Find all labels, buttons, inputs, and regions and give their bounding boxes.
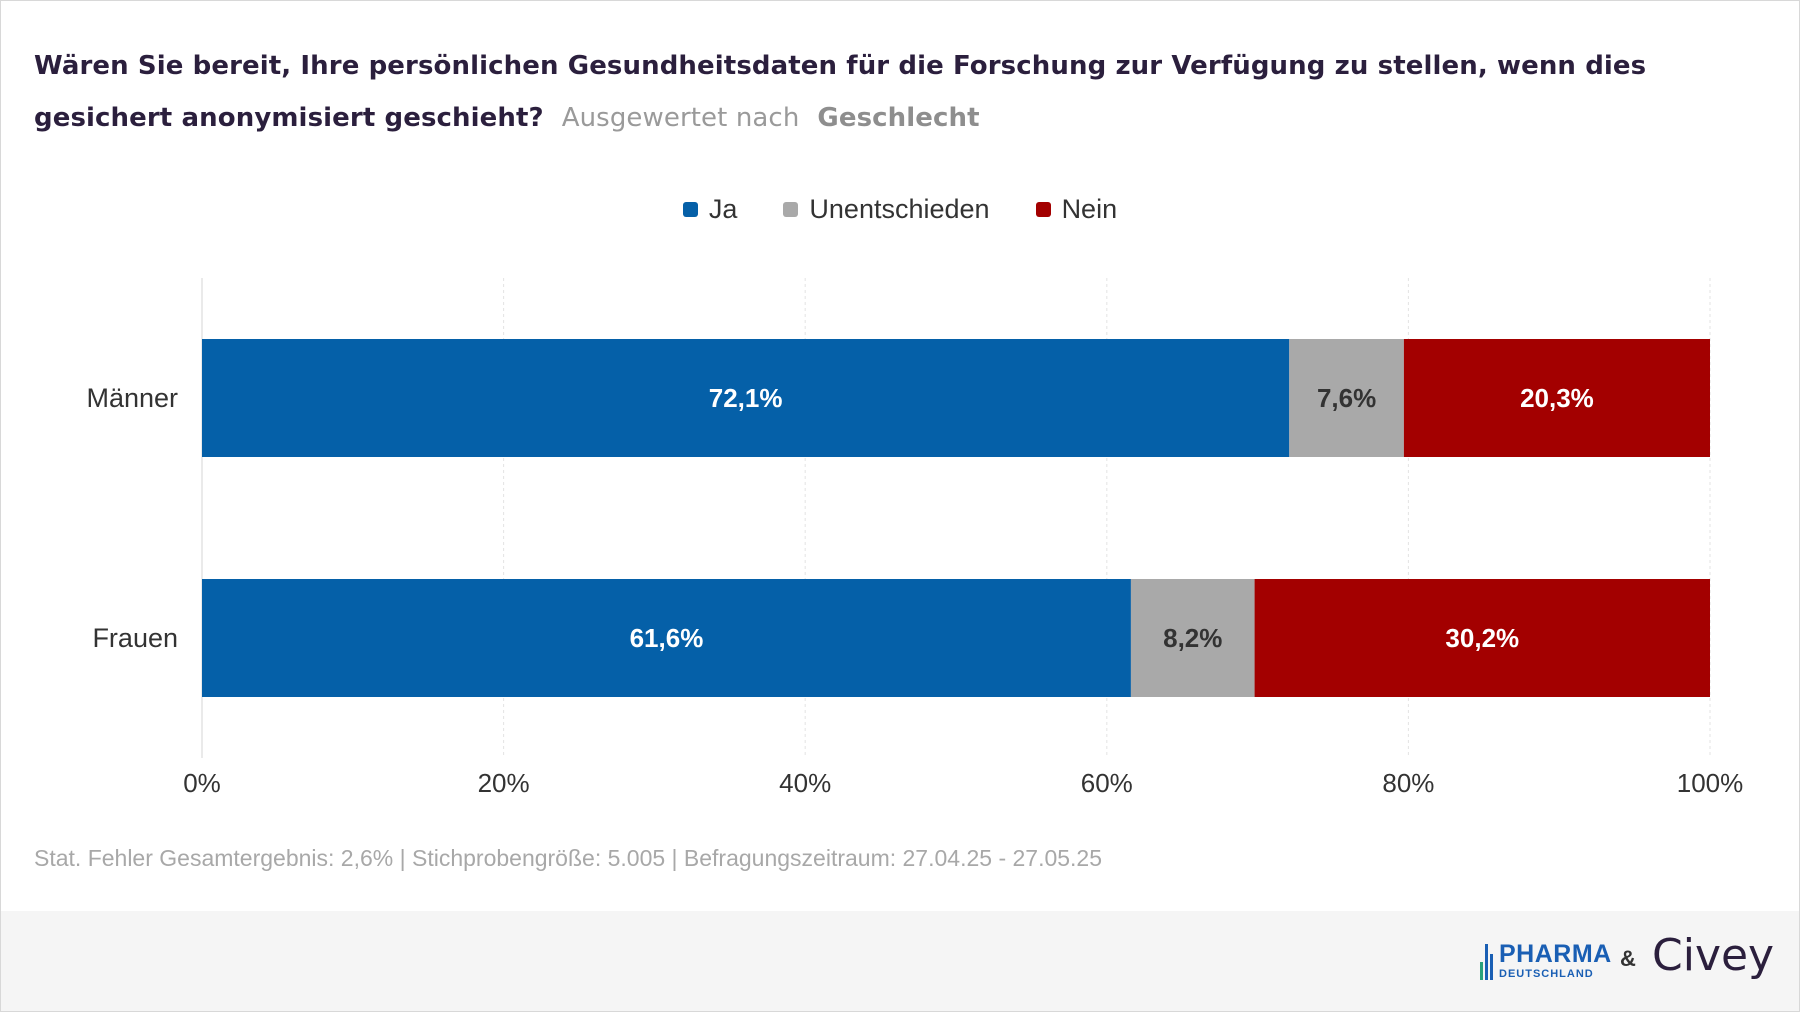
legend-label-unentschieden: Unentschieden	[809, 194, 990, 224]
bar-segment	[1254, 579, 1710, 697]
legend-item-nein[interactable]: Nein	[1035, 194, 1118, 225]
pharma-bars-icon	[1480, 944, 1493, 980]
data-label: 72,1%	[709, 383, 783, 413]
x-tick-label: 20%	[478, 768, 530, 798]
ampersand: &	[1620, 946, 1636, 971]
stacked-bar-chart: 0% 20% 40% 60% 80% 100% Männer 72,1% 7,6% 20,3% Fr…	[86, 278, 1744, 798]
bar-segment	[202, 339, 1290, 457]
legend-item-unentschieden[interactable]: Unentschieden	[783, 194, 990, 225]
data-label: 7,6%	[1317, 383, 1376, 413]
category-label: Frauen	[92, 623, 178, 653]
data-label: 61,6%	[630, 623, 704, 653]
x-tick-label: 100%	[1677, 768, 1744, 798]
pharma-sub-text: DEUTSCHLAND	[1499, 968, 1594, 980]
pharma-main-text: PHARMA	[1499, 940, 1612, 968]
question-text: Wären Sie bereit, Ihre persönlichen Gesu…	[34, 51, 1647, 133]
data-label: 8,2%	[1163, 623, 1222, 653]
bar-segment	[1403, 339, 1710, 457]
legend-item-ja[interactable]: Ja	[682, 194, 738, 225]
legend-swatch-unentschieden	[783, 202, 799, 217]
sub-label: Ausgewertet nach	[561, 103, 800, 133]
bar-segment	[1289, 339, 1404, 457]
x-tick-label: 40%	[779, 768, 831, 798]
x-tick-label: 0%	[183, 768, 221, 798]
legend-label-nein: Nein	[1061, 194, 1118, 224]
x-tick-label: 60%	[1081, 768, 1133, 798]
data-label: 20,3%	[1520, 383, 1594, 413]
bar-segment	[202, 579, 1131, 697]
category-label: Männer	[86, 383, 178, 413]
legend: Ja Unentschieden Nein	[0, 194, 1800, 225]
civey-logo: Civey	[1652, 930, 1775, 981]
pharma-deutschland-logo: PHARMA DEUTSCHLAND	[1480, 940, 1612, 980]
bar-segment	[1130, 579, 1255, 697]
chart-title: Wären Sie bereit, Ihre persönlichen Gesu…	[34, 40, 1734, 144]
legend-swatch-nein	[1035, 202, 1051, 217]
legend-label-ja: Ja	[708, 194, 738, 224]
x-tick-label: 80%	[1382, 768, 1434, 798]
footer-band	[1, 911, 1799, 1011]
data-label: 30,2%	[1445, 623, 1519, 653]
sub-value: Geschlecht	[817, 103, 980, 133]
footnote: Stat. Fehler Gesamtergebnis: 2,6% | Stic…	[34, 845, 1103, 871]
legend-swatch-ja	[682, 202, 698, 217]
